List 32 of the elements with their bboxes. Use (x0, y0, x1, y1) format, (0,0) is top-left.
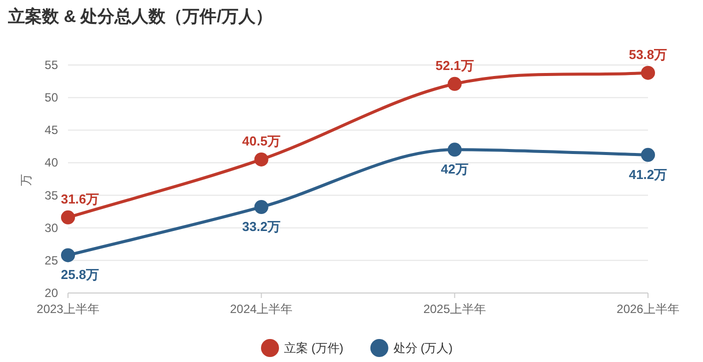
legend-label: 立案 (万件) (284, 341, 344, 355)
legend-label: 处分 (万人) (393, 341, 453, 355)
point (641, 66, 655, 80)
x-tick-label: 2023上半年 (36, 302, 100, 316)
data-label: 33.2万 (242, 219, 280, 234)
x-tick-label: 2026上半年 (616, 302, 680, 316)
y-axis-title: 万 (19, 174, 33, 186)
data-label: 40.5万 (242, 133, 280, 148)
x-tick-label: 2025上半年 (423, 302, 486, 316)
data-label: 53.8万 (628, 46, 668, 62)
y-tick-label: 20 (44, 286, 58, 300)
y-tick-label: 50 (44, 90, 58, 105)
chart-title: 立案数 & 处分总人数（万件/万人） (7, 6, 272, 26)
y-tick-label: 25 (44, 253, 58, 268)
point (448, 76, 462, 91)
y-tick-label: 30 (44, 220, 58, 235)
point (641, 148, 655, 162)
y-tick-label: 45 (44, 123, 58, 138)
point (61, 210, 75, 224)
point (254, 200, 268, 214)
data-label: 31.6万 (60, 191, 100, 206)
point (61, 248, 75, 262)
x-tick-label: 2024上半年 (230, 302, 293, 316)
y-tick-label: 35 (44, 188, 58, 202)
data-label: 52.1万 (436, 58, 474, 73)
point (448, 142, 462, 157)
data-label: 42万 (440, 162, 468, 177)
data-label: 41.2万 (628, 166, 668, 182)
point (254, 152, 268, 166)
data-label: 25.8万 (60, 267, 100, 282)
y-tick-label: 55 (44, 58, 58, 72)
y-tick-label: 40 (44, 156, 58, 170)
